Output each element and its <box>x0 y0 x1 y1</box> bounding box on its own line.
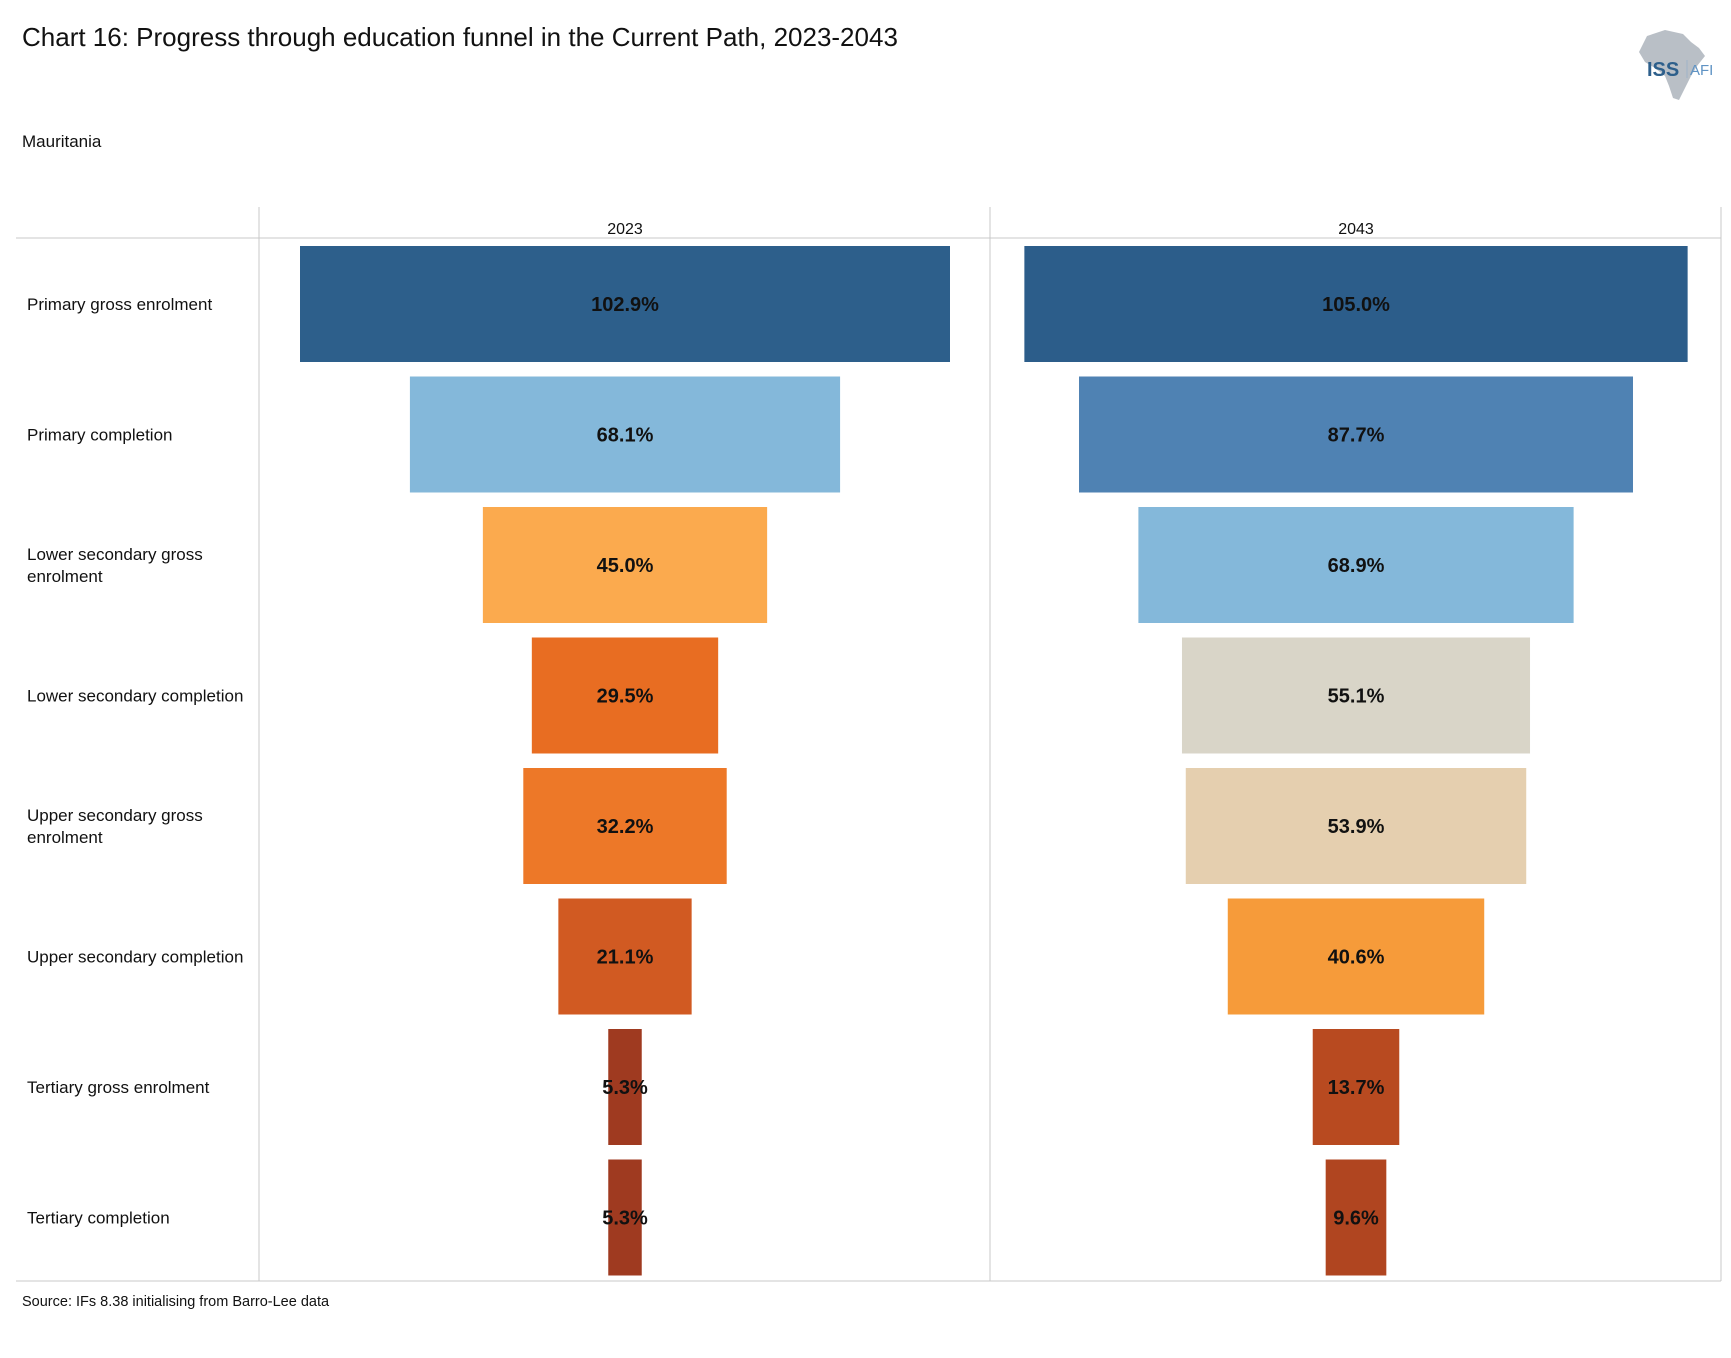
bar-value-label-2043-4: 53.9% <box>1328 816 1385 838</box>
chart-title: Chart 16: Progress through education fun… <box>22 22 898 52</box>
bar-value-label-2023-6: 5.3% <box>602 1077 648 1099</box>
row-label-2: Lower secondary gross enrolment <box>27 545 203 586</box>
bar-2043-0 <box>1024 246 1688 362</box>
logo-text-main: ISS <box>1647 59 1679 81</box>
column-header-2023: 2023 <box>607 221 643 238</box>
source-note: Source: IFs 8.38 initialising from Barro… <box>22 1294 330 1310</box>
bar-value-label-2023-5: 21.1% <box>597 947 654 969</box>
bar-2043-1 <box>1079 376 1633 493</box>
bar-value-label-2043-6: 13.7% <box>1328 1077 1385 1099</box>
funnel-bars: 102.9% 68.1% 45.0% 29.5% 32.2% 21.1% 5.3% 5.3% 1… <box>300 246 1688 1276</box>
row-label-5: Upper secondary completion <box>27 948 243 967</box>
bar-2023-6 <box>608 1029 642 1145</box>
bar-2023-4 <box>523 768 727 884</box>
bar-2043-7 <box>1325 1159 1387 1276</box>
bar-value-label-2043-7: 9.6% <box>1333 1208 1379 1230</box>
bar-value-label-2023-2: 45.0% <box>597 555 654 577</box>
row-label-4: Upper secondary gross enrolment <box>27 806 203 847</box>
bar-value-label-2043-0: 105.0% <box>1322 294 1390 316</box>
row-label-6: Tertiary gross enrolment <box>27 1078 210 1097</box>
bar-value-label-2023-1: 68.1% <box>597 425 654 447</box>
bar-value-label-2043-5: 40.6% <box>1328 947 1385 969</box>
chart-frame <box>16 207 1722 1282</box>
column-headers: 2023 2043 <box>607 221 1374 238</box>
row-label-3: Lower secondary completion <box>27 687 243 706</box>
row-labels: Primary gross enrolment Primary completio… <box>27 295 243 1228</box>
bar-2043-5 <box>1227 898 1485 1015</box>
bar-value-label-2043-2: 68.9% <box>1328 555 1385 577</box>
bar-value-label-2023-0: 102.9% <box>591 294 659 316</box>
bar-2023-5 <box>558 898 692 1015</box>
bar-2023-1 <box>409 376 841 493</box>
africa-map-icon <box>1639 30 1705 100</box>
row-label-7: Tertiary completion <box>27 1209 170 1228</box>
bar-2043-6 <box>1312 1029 1400 1145</box>
bar-2023-0 <box>300 246 950 362</box>
bar-value-label-2023-4: 32.2% <box>597 816 654 838</box>
bar-value-label-2043-1: 87.7% <box>1328 425 1385 447</box>
bar-2023-2 <box>482 507 768 623</box>
iss-afi-logo: ISS AFI <box>1639 30 1713 100</box>
bar-2043-4 <box>1185 768 1527 884</box>
bar-value-label-2023-3: 29.5% <box>597 686 654 708</box>
bar-value-label-2043-3: 55.1% <box>1328 686 1385 708</box>
bar-2023-7 <box>608 1159 642 1276</box>
row-label-0: Primary gross enrolment <box>27 295 212 314</box>
chart-subtitle: Mauritania <box>22 132 102 151</box>
bar-value-label-2023-7: 5.3% <box>602 1208 648 1230</box>
bar-2043-3 <box>1181 637 1531 754</box>
bar-2023-3 <box>531 637 719 754</box>
row-label-1: Primary completion <box>27 426 173 445</box>
column-header-2043: 2043 <box>1338 221 1374 238</box>
bar-2043-2 <box>1138 507 1574 623</box>
logo-text-sub: AFI <box>1690 62 1713 79</box>
